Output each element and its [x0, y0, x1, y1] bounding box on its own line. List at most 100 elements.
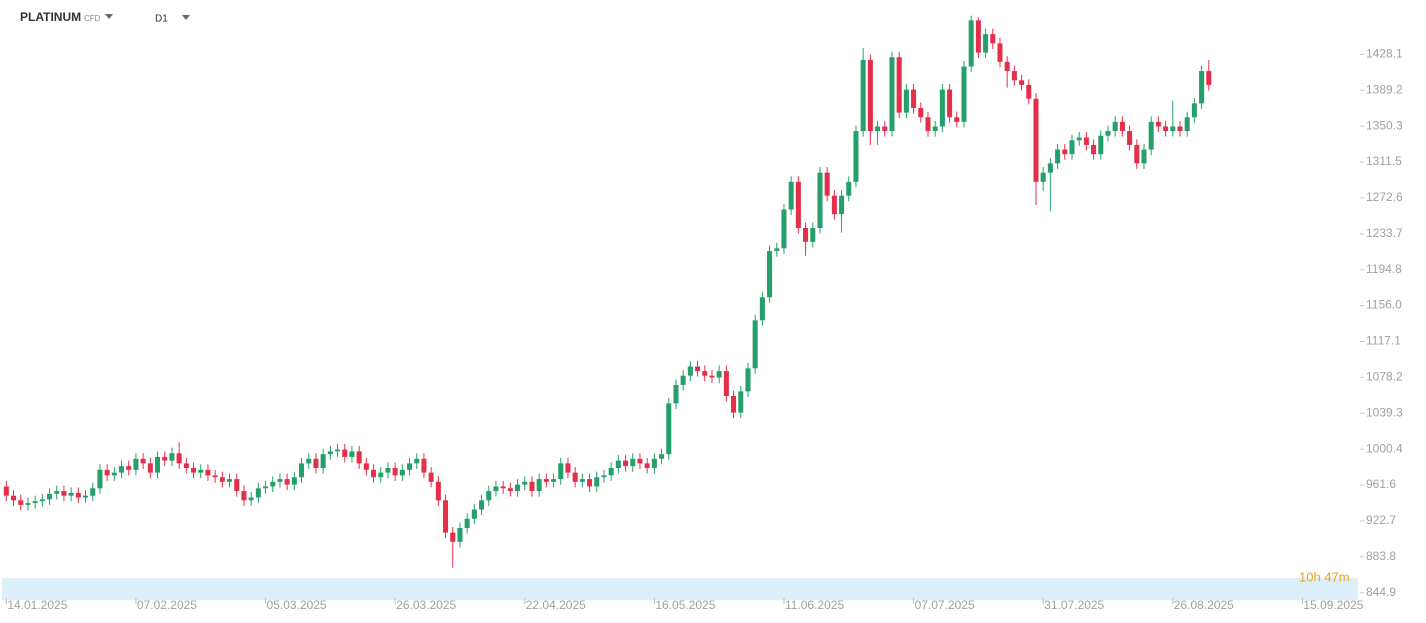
x-tick-label: 26.08.2025	[1174, 598, 1234, 612]
candle-body	[1119, 121, 1125, 132]
candle-body	[1184, 117, 1190, 132]
candle-body	[61, 491, 67, 496]
candle-body	[435, 481, 441, 501]
candle-body	[810, 228, 816, 242]
candle-body	[911, 89, 917, 108]
candle-body	[205, 469, 211, 476]
candle-body	[270, 481, 276, 487]
candle-body	[1055, 149, 1061, 164]
instrument-name[interactable]: PLATINUM	[20, 10, 81, 24]
candle-body	[709, 375, 715, 378]
candle-body	[572, 472, 578, 482]
candle-body	[18, 500, 24, 505]
candle-body	[853, 131, 859, 182]
candle-body	[558, 463, 564, 480]
y-tick-label: 883.8	[1366, 549, 1396, 563]
candle-body	[925, 117, 931, 132]
candle-body	[414, 458, 420, 464]
candle-body	[695, 366, 701, 372]
candle-body	[947, 89, 953, 118]
candle-body	[263, 486, 269, 489]
instrument-dropdown[interactable]	[105, 14, 113, 19]
candle-body	[759, 297, 765, 321]
candle-body	[565, 463, 571, 473]
candle-body	[191, 468, 197, 473]
candle-body	[659, 454, 665, 459]
candle-body	[997, 43, 1003, 62]
timeframe[interactable]: D1	[155, 14, 168, 25]
candle-body	[831, 195, 837, 215]
y-tick-label: 1272.6	[1366, 190, 1403, 204]
candle-body	[507, 488, 513, 492]
candle-body	[1011, 71, 1017, 81]
timeframe-dropdown[interactable]	[182, 15, 190, 20]
candle-body	[83, 495, 89, 498]
candle-body	[126, 466, 132, 470]
candle-body	[939, 89, 945, 127]
candle-body	[32, 501, 38, 504]
candle-body	[608, 468, 614, 476]
candle-body	[1004, 61, 1010, 72]
candle-body	[918, 108, 924, 118]
candle-body	[450, 532, 456, 542]
candle-body	[500, 486, 506, 489]
candle-body	[1026, 84, 1032, 99]
candle-body	[471, 509, 477, 519]
candle-body	[637, 458, 643, 464]
candle-body	[846, 181, 852, 196]
candle-body	[1112, 121, 1118, 132]
candle-body	[788, 181, 794, 210]
candle-body	[1206, 71, 1212, 85]
candle-body	[723, 371, 729, 396]
y-tick-label: 1233.7	[1366, 226, 1403, 240]
y-tick-label: 961.6	[1366, 477, 1396, 491]
candle-body	[306, 458, 312, 464]
candle-body	[579, 479, 585, 482]
y-tick-label: 1194.8	[1366, 262, 1402, 276]
candle-body	[745, 368, 751, 392]
candle-body	[630, 458, 636, 467]
x-tick-label: 16.05.2025	[655, 598, 715, 612]
candle-body	[1098, 135, 1104, 155]
candle-body	[363, 463, 369, 470]
candle-body	[371, 469, 377, 478]
candle-body	[1062, 149, 1068, 155]
candle-body	[457, 528, 463, 542]
candle-body	[68, 492, 74, 496]
candle-body	[39, 499, 45, 502]
candle-body	[378, 472, 384, 478]
y-tick-label: 1156.0	[1366, 298, 1402, 312]
candle-body	[392, 468, 398, 476]
candle-body	[1040, 172, 1046, 182]
x-tick-label: 14.01.2025	[7, 598, 67, 612]
candle-body	[889, 57, 895, 132]
candle-body	[623, 460, 629, 467]
candle-body	[111, 472, 117, 476]
candle-body	[183, 463, 189, 468]
candle-body	[543, 479, 549, 482]
countdown: 10h 47m	[1299, 569, 1350, 584]
candle-body	[522, 481, 528, 485]
candle-body	[90, 488, 96, 496]
candle-body	[284, 479, 290, 485]
candle-body	[515, 484, 521, 492]
candle-body	[961, 66, 967, 122]
candle-body	[594, 477, 600, 487]
candle-body	[335, 449, 341, 452]
candle-body	[277, 479, 283, 482]
y-tick-label: 1350.3	[1366, 118, 1403, 132]
candle-body	[493, 486, 499, 492]
candle-body	[1076, 137, 1082, 141]
candle-body	[75, 492, 81, 498]
candle-body	[1019, 80, 1025, 85]
candle-body	[349, 451, 355, 457]
candle-body	[1134, 144, 1140, 164]
candle-body	[867, 60, 873, 132]
candle-body	[133, 458, 139, 470]
y-tick-label: 1117.1	[1366, 334, 1401, 348]
candle-body	[990, 34, 996, 44]
candle-body	[313, 458, 319, 468]
candle-body	[774, 248, 780, 252]
candle-body	[464, 518, 470, 528]
